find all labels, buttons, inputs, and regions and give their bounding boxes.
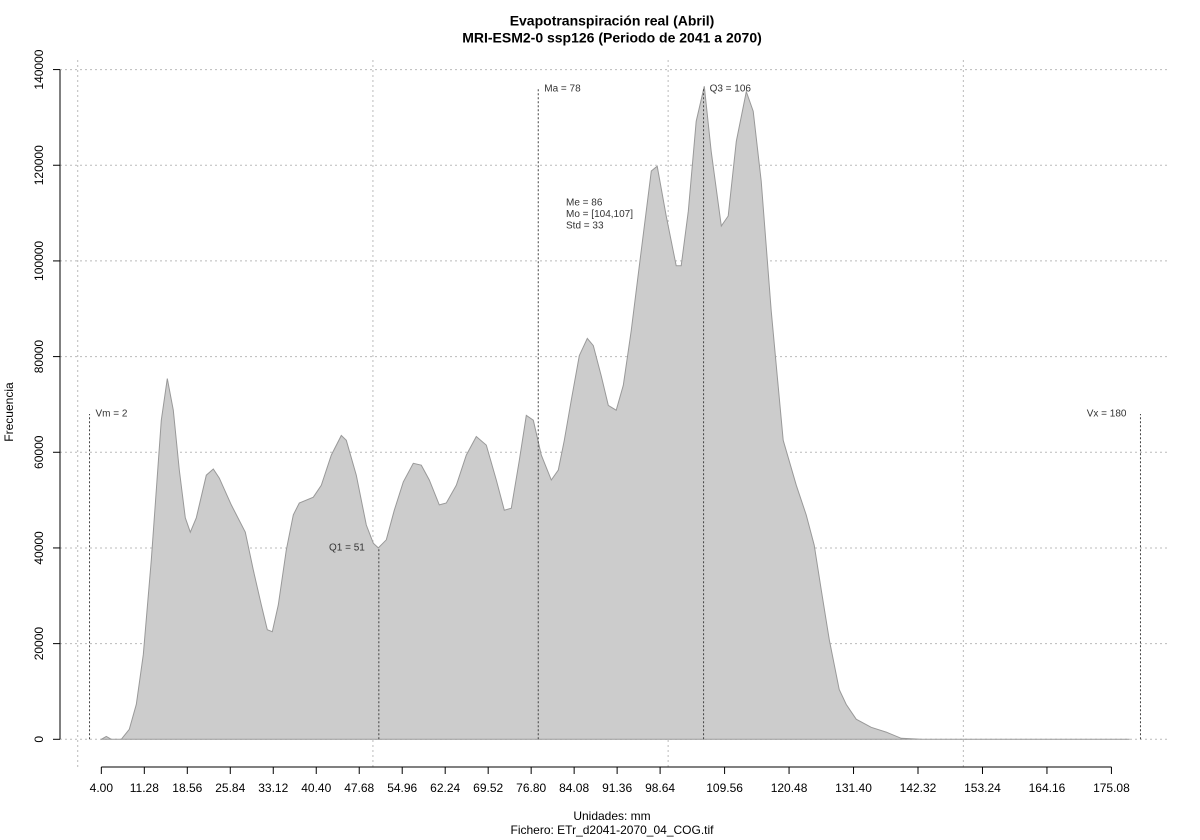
x-tick-label: 11.28 <box>130 781 159 795</box>
y-tick-label: 140000 <box>32 49 46 89</box>
y-tick-label: 20000 <box>32 627 46 661</box>
marker-label: Vx = 180 <box>1087 409 1127 420</box>
stat-label: Me = 86 <box>566 198 603 209</box>
chart-title: Evapotranspiración real (Abril) <box>510 13 715 29</box>
x-tick-label: 120.48 <box>771 781 808 795</box>
file-label: Fichero: ETr_d2041-2070_04_COG.tif <box>511 823 715 837</box>
marker-label: Q1 = 51 <box>329 543 365 554</box>
y-tick-label: 80000 <box>32 340 46 374</box>
x-tick-label: 4.00 <box>90 781 114 795</box>
y-tick-label: 40000 <box>32 531 46 565</box>
x-tick-label: 131.40 <box>835 781 872 795</box>
x-tick-label: 142.32 <box>900 781 937 795</box>
x-tick-label: 69.52 <box>473 781 503 795</box>
chart-subtitle: MRI-ESM2-0 ssp126 (Periodo de 2041 a 207… <box>462 30 762 46</box>
x-tick-label: 91.36 <box>602 781 632 795</box>
x-tick-label: 62.24 <box>430 781 460 795</box>
x-tick-label: 25.84 <box>215 781 245 795</box>
x-tick-label: 84.08 <box>559 781 589 795</box>
marker-label: Q3 = 106 <box>710 83 752 94</box>
x-tick-label: 54.96 <box>387 781 417 795</box>
stat-label: Mo = [104,107] <box>566 209 633 220</box>
x-tick-label: 18.56 <box>172 781 202 795</box>
marker-label: Ma = 78 <box>544 83 581 94</box>
stat-label: Std = 33 <box>566 221 604 232</box>
density-area <box>100 86 1130 741</box>
x-tick-label: 98.64 <box>645 781 675 795</box>
x-tick-label: 153.24 <box>964 781 1001 795</box>
y-tick-label: 0 <box>32 736 46 743</box>
x-tick-label: 76.80 <box>516 781 546 795</box>
x-tick-label: 33.12 <box>258 781 288 795</box>
x-tick-label: 109.56 <box>706 781 743 795</box>
marker-label: Vm = 2 <box>96 409 128 420</box>
y-tick-label: 120000 <box>32 145 46 185</box>
x-axis-label: Unidades: mm <box>573 809 650 823</box>
y-axis-label: Frecuencia <box>2 382 16 442</box>
x-tick-label: 47.68 <box>344 781 374 795</box>
y-tick-label: 100000 <box>32 241 46 281</box>
x-tick-label: 175.08 <box>1093 781 1130 795</box>
x-tick-label: 40.40 <box>301 781 331 795</box>
x-tick-label: 164.16 <box>1029 781 1066 795</box>
y-tick-label: 60000 <box>32 435 46 469</box>
